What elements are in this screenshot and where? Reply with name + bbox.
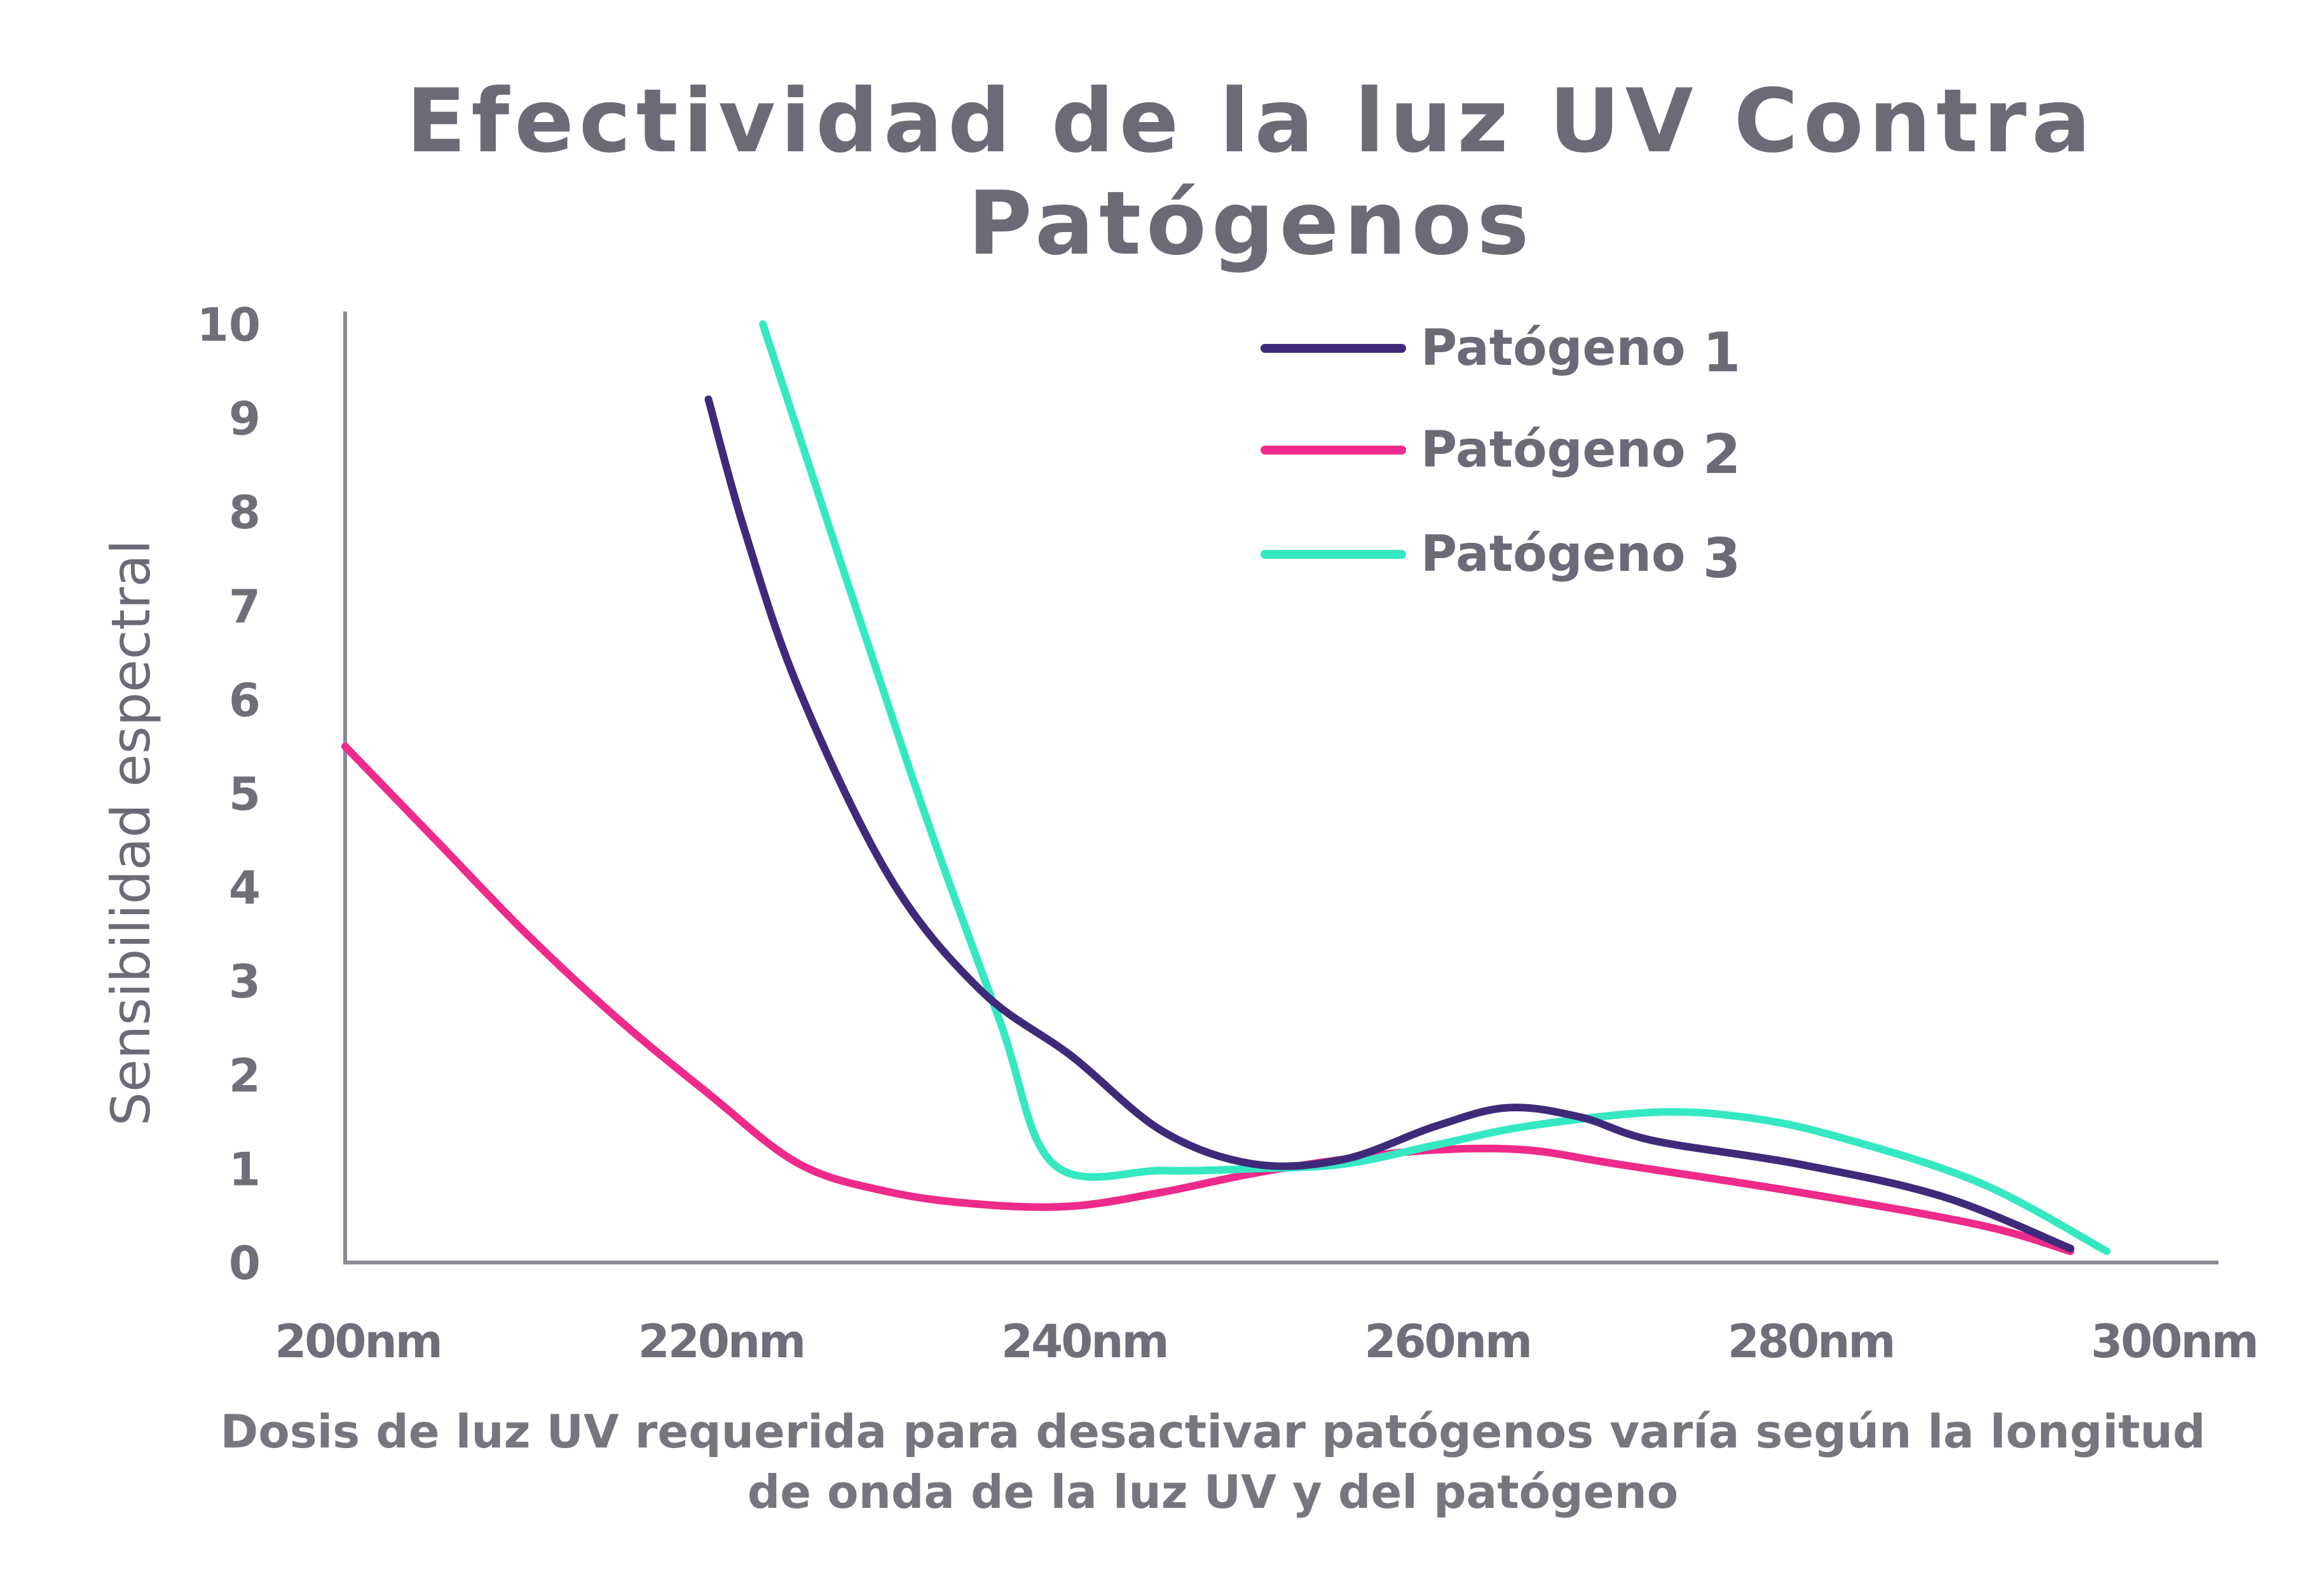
series-lines [341,320,2111,1256]
x-tick-label: 260nm [1364,1315,1531,1368]
y-tick-labels: 0 1 2 3 4 5 6 7 8 9 10 [197,298,261,1290]
chart-caption: Dosis de luz UV requerida para desactiva… [0,1402,2324,1523]
y-tick-label: 4 [229,861,261,915]
y-tick-label: 10 [197,298,261,352]
x-tick-labels: 200nm 220nm 240nm 260nm 280nm 300nm [275,1315,2259,1368]
x-tick-label: 200nm [275,1315,441,1368]
chart-title: Efectividad de la luz UV Contra Patógeno… [406,70,2096,275]
y-tick-label: 6 [229,673,261,727]
series-line-3 [759,320,2111,1256]
y-tick-label: 9 [229,392,261,446]
y-tick-label: 0 [229,1236,261,1290]
y-tick-label: 8 [229,486,261,539]
caption-line-2: de onda de la luz UV y del patógeno [747,1465,1679,1519]
y-tick-label: 3 [229,955,261,1008]
y-tick-label: 7 [229,580,261,633]
legend-label-2: Patógeno 2 [1421,421,1740,486]
legend-label-1: Patógeno 1 [1421,320,1740,385]
y-tick-label: 5 [229,767,261,821]
legend-label-3: Patógeno 3 [1421,526,1740,591]
axes [343,311,2218,1264]
x-tick-label: 300nm [2091,1315,2257,1368]
y-tick-label: 2 [229,1049,261,1102]
series-line-1 [704,395,2075,1252]
caption-line-1: Dosis de luz UV requerida para desactiva… [220,1405,2206,1458]
legend: Patógeno 1 Patógeno 2 Patógeno 3 [1261,320,1740,591]
x-tick-label: 240nm [1001,1315,1168,1368]
y-axis-label: Sensibilidad espectral [100,540,162,1126]
x-tick-label: 280nm [1728,1315,1894,1368]
y-tick-label: 1 [229,1142,261,1196]
series-line-2 [341,743,2075,1256]
x-tick-label: 220nm [638,1315,805,1368]
